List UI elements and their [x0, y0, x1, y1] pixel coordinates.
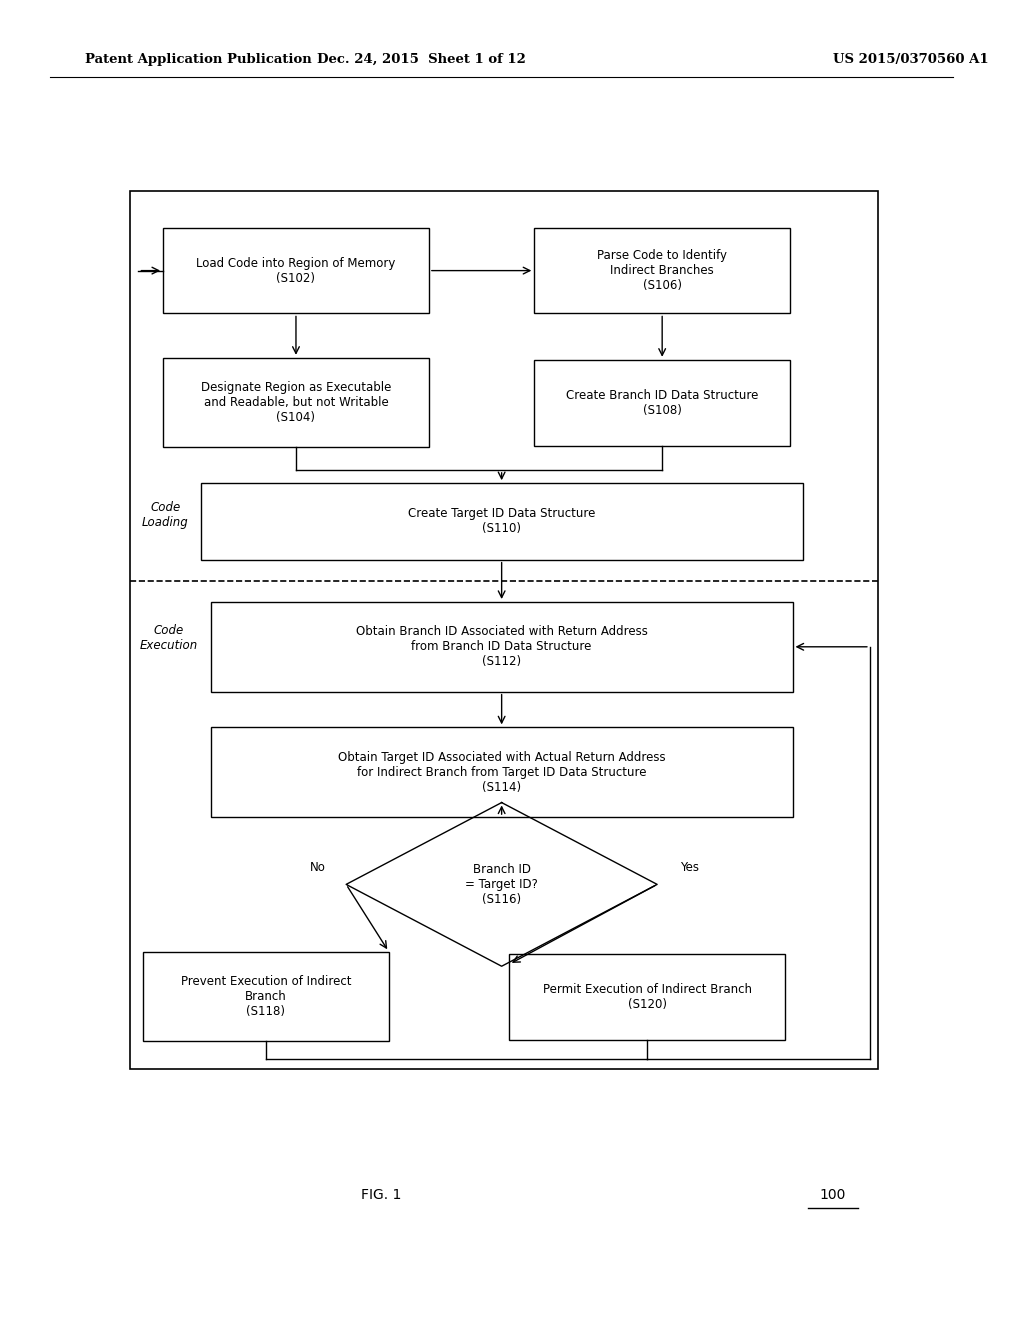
Text: Branch ID
= Target ID?
(S116): Branch ID = Target ID? (S116) — [465, 863, 538, 906]
Text: 100: 100 — [819, 1188, 846, 1201]
Text: Permit Execution of Indirect Branch
(S120): Permit Execution of Indirect Branch (S12… — [543, 982, 752, 1011]
FancyBboxPatch shape — [130, 191, 878, 1069]
Text: US 2015/0370560 A1: US 2015/0370560 A1 — [833, 53, 988, 66]
Text: No: No — [310, 861, 326, 874]
FancyBboxPatch shape — [163, 227, 429, 313]
Text: Load Code into Region of Memory
(S102): Load Code into Region of Memory (S102) — [197, 256, 395, 285]
Text: Create Target ID Data Structure
(S110): Create Target ID Data Structure (S110) — [408, 507, 595, 536]
Text: Dec. 24, 2015  Sheet 1 of 12: Dec. 24, 2015 Sheet 1 of 12 — [317, 53, 525, 66]
FancyBboxPatch shape — [211, 602, 793, 692]
FancyBboxPatch shape — [509, 953, 785, 1040]
Text: Create Branch ID Data Structure
(S108): Create Branch ID Data Structure (S108) — [566, 388, 759, 417]
FancyBboxPatch shape — [535, 227, 791, 313]
FancyBboxPatch shape — [211, 727, 793, 817]
Text: Parse Code to Identify
Indirect Branches
(S106): Parse Code to Identify Indirect Branches… — [597, 249, 727, 292]
Text: Obtain Target ID Associated with Actual Return Address
for Indirect Branch from : Obtain Target ID Associated with Actual … — [338, 751, 666, 793]
Text: Yes: Yes — [680, 861, 698, 874]
Text: Code
Loading: Code Loading — [142, 500, 188, 529]
Text: Patent Application Publication: Patent Application Publication — [85, 53, 312, 66]
Text: Designate Region as Executable
and Readable, but not Writable
(S104): Designate Region as Executable and Reada… — [201, 381, 391, 424]
FancyBboxPatch shape — [535, 359, 791, 446]
FancyBboxPatch shape — [201, 483, 803, 560]
FancyBboxPatch shape — [163, 358, 429, 447]
FancyBboxPatch shape — [143, 952, 389, 1041]
Text: Obtain Branch ID Associated with Return Address
from Branch ID Data Structure
(S: Obtain Branch ID Associated with Return … — [355, 626, 647, 668]
Text: FIG. 1: FIG. 1 — [361, 1188, 401, 1201]
Text: Code
Execution: Code Execution — [139, 623, 198, 652]
Polygon shape — [346, 803, 657, 966]
Text: Prevent Execution of Indirect
Branch
(S118): Prevent Execution of Indirect Branch (S1… — [180, 975, 351, 1018]
